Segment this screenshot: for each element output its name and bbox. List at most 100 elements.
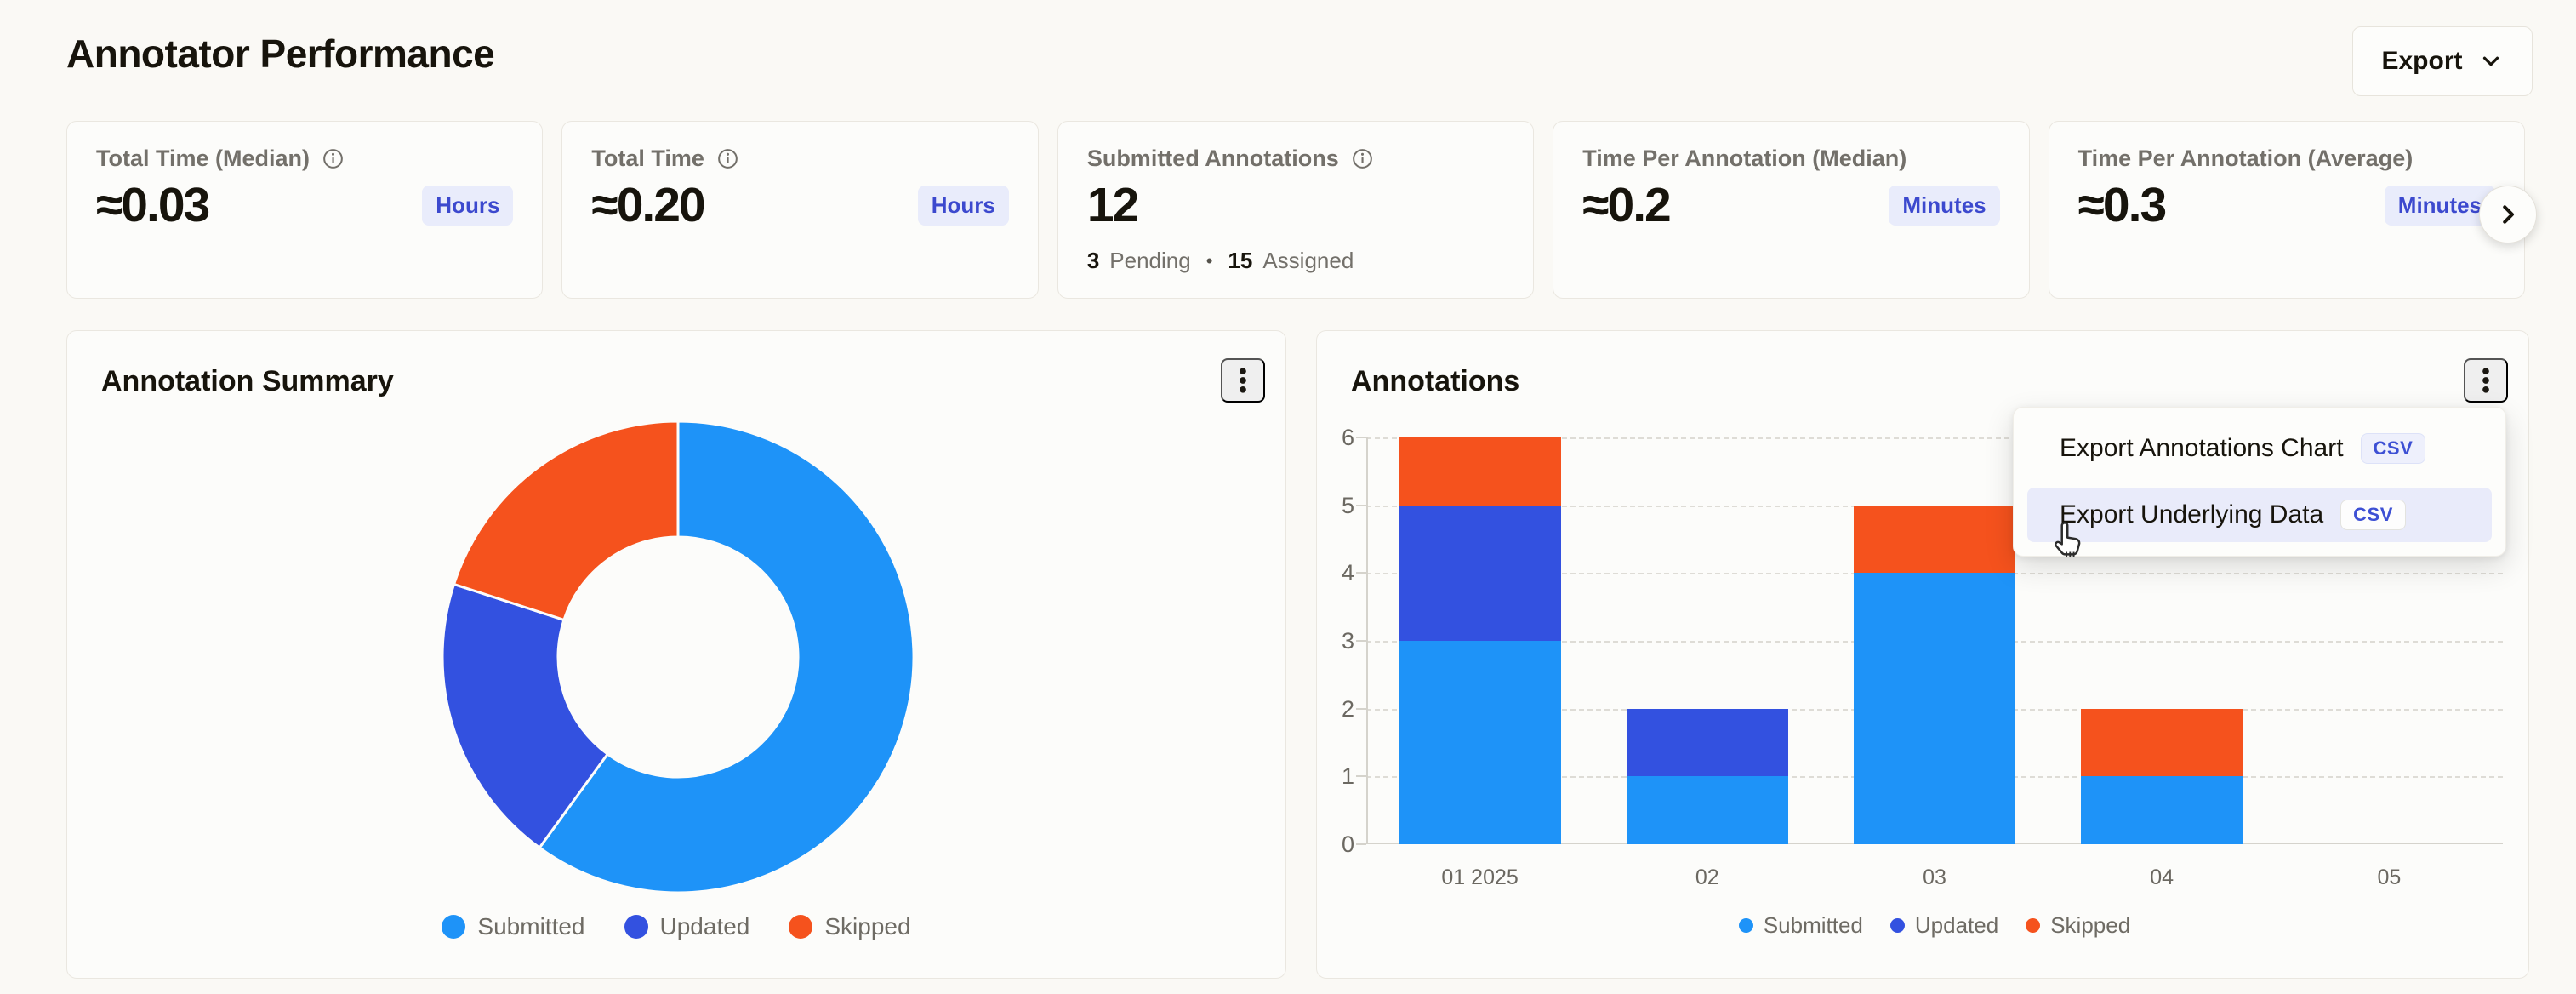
stat-card-label: Total Time (Median) (96, 146, 311, 171)
legend-dot-skipped (2026, 918, 2041, 933)
stat-card-label: Total Time (591, 146, 704, 171)
bar-segment-submitted-03[interactable] (1854, 573, 2015, 844)
export-button[interactable]: Export (2352, 26, 2533, 96)
gridline-y6 (1366, 437, 2503, 439)
annotations-menu-button[interactable] (2464, 358, 2508, 403)
unit-badge: Minutes (1889, 185, 2000, 226)
menu-item-export-underlying-data[interactable]: Export Underlying Data CSV (2027, 488, 2492, 542)
stat-card-footnote: 3 Pending • 15 Assigned (1087, 248, 1504, 274)
donut-chart[interactable] (423, 402, 933, 912)
csv-badge: CSV (2340, 500, 2406, 530)
x-tick-01-2025: 01 2025 (1441, 865, 1519, 889)
footnote-label: Pending (1109, 248, 1191, 273)
footnote-separator: • (1205, 249, 1213, 271)
y-tick-0: 0 (1341, 831, 1354, 857)
stat-label-row: Time Per Annotation (Average) (2078, 146, 2495, 172)
y-tick-2: 2 (1341, 695, 1354, 722)
legend-item-skipped[interactable]: Skipped (2026, 912, 2130, 939)
unit-badge: Hours (422, 185, 514, 226)
annotation-summary-title: Annotation Summary (101, 365, 394, 397)
legend-label: Skipped (824, 913, 911, 940)
stat-label-row: Submitted Annotations (1087, 146, 1504, 172)
x-tick-03: 03 (1923, 865, 1946, 889)
unit-badge: Hours (917, 185, 1009, 226)
stat-card-time-per-annotation-median: Time Per Annotation (Median) ≈0.2 Minutes (1553, 121, 2030, 299)
stat-value-row: ≈0.3 Minutes (2077, 177, 2496, 233)
y-tick-mark-6 (1356, 437, 1366, 438)
legend-item-skipped[interactable]: Skipped (789, 913, 911, 940)
legend-item-updated[interactable]: Updated (624, 913, 750, 940)
bar-segment-submitted-01-2025[interactable] (1399, 641, 1561, 844)
x-tick-05: 05 (2377, 865, 2402, 889)
cursor-pointer-icon (2049, 519, 2088, 568)
bar-segment-updated-02[interactable] (1626, 708, 1788, 777)
legend-label: Skipped (2050, 912, 2131, 938)
y-tick-mark-3 (1356, 640, 1366, 642)
bar-segment-submitted-02[interactable] (1626, 776, 1788, 844)
bar-segment-submitted-04[interactable] (2081, 776, 2243, 844)
stat-card-submitted-annotations: Submitted Annotations 12 3 Pending • 15 Assign… (1057, 121, 1535, 299)
stat-card-value: ≈0.03 (96, 178, 210, 232)
stat-label-row: Total Time (Median) (96, 146, 513, 172)
legend-item-updated[interactable]: Updated (1889, 912, 1999, 939)
bar-segment-skipped-04[interactable] (2081, 708, 2243, 777)
x-tick-04: 04 (2150, 865, 2174, 889)
y-axis-line (1366, 437, 1368, 844)
page-title: Annotator Performance (66, 31, 495, 76)
stat-card-value: ≈0.2 (1582, 178, 1672, 232)
carousel-next-button[interactable] (2479, 186, 2537, 243)
y-tick-4: 4 (1341, 560, 1354, 586)
stat-value-row: ≈0.03 Hours (96, 177, 514, 233)
annotation-summary-card: Annotation Summary Submitted Updated Skipp… (66, 330, 1286, 979)
legend-dot-submitted (1738, 918, 1753, 933)
bar-segment-updated-01-2025[interactable] (1399, 505, 1561, 641)
stat-cards-row: Total Time (Median) ≈0.03 Hours Total Time ≈… (66, 121, 2526, 299)
footnote-count: 15 (1228, 248, 1253, 273)
stat-card-value: ≈0.3 (2077, 178, 2168, 232)
chevron-down-icon (2478, 49, 2504, 74)
info-icon[interactable] (1351, 147, 1374, 170)
donut-slice-skipped[interactable] (453, 420, 680, 621)
annotation-summary-menu-button[interactable] (1221, 358, 1265, 403)
x-tick-02: 02 (1695, 865, 1719, 889)
stat-value-row: ≈0.20 Hours (591, 177, 1009, 233)
annotations-title: Annotations (1351, 365, 1520, 397)
footnote-count: 3 (1086, 248, 1100, 273)
y-tick-mark-0 (1356, 843, 1366, 845)
y-tick-mark-1 (1356, 775, 1366, 778)
donut-slice-submitted[interactable] (538, 420, 915, 894)
info-icon[interactable] (322, 147, 345, 170)
legend-item-submitted[interactable]: Submitted (1738, 912, 1863, 939)
legend-label: Submitted (1763, 912, 1863, 938)
donut-slice-updated[interactable] (441, 582, 609, 849)
legend-dot-updated (624, 915, 648, 939)
info-icon[interactable] (716, 147, 739, 170)
stat-card-time-per-annotation-average: Time Per Annotation (Average) ≈0.3 Minutes (2048, 121, 2526, 299)
y-tick-1: 1 (1341, 763, 1354, 790)
stat-label-row: Total Time (591, 146, 1008, 172)
footnote-label: Assigned (1262, 248, 1354, 273)
kebab-menu-icon (2469, 363, 2503, 397)
unit-badge: Minutes (2384, 185, 2496, 226)
y-tick-3: 3 (1341, 628, 1354, 654)
menu-item-label: Export Underlying Data (2060, 500, 2324, 528)
legend-dot-skipped (789, 915, 813, 939)
legend-dot-updated (1889, 918, 1905, 933)
y-tick-6: 6 (1341, 425, 1354, 450)
donut-legend: Submitted Updated Skipped (67, 913, 1285, 940)
legend-label: Updated (659, 913, 750, 940)
stat-card-value: ≈0.20 (591, 178, 705, 232)
legend-label: Updated (1914, 912, 1999, 938)
bar-segment-skipped-03[interactable] (1854, 505, 2015, 574)
bar-segment-skipped-01-2025[interactable] (1399, 437, 1561, 506)
y-tick-mark-4 (1356, 572, 1366, 574)
stat-card-value: 12 (1086, 178, 1139, 232)
stat-value-row: 12 (1087, 177, 1504, 233)
chevron-right-icon (2495, 202, 2521, 227)
csv-badge: CSV (2360, 433, 2426, 464)
bar-chart-plot (1366, 437, 2503, 844)
legend-item-submitted[interactable]: Submitted (442, 913, 585, 940)
y-tick-mark-5 (1356, 504, 1366, 506)
menu-item-export-annotations-chart[interactable]: Export Annotations Chart CSV (2027, 421, 2492, 476)
stat-card-label: Time Per Annotation (Median) (1582, 146, 1907, 171)
